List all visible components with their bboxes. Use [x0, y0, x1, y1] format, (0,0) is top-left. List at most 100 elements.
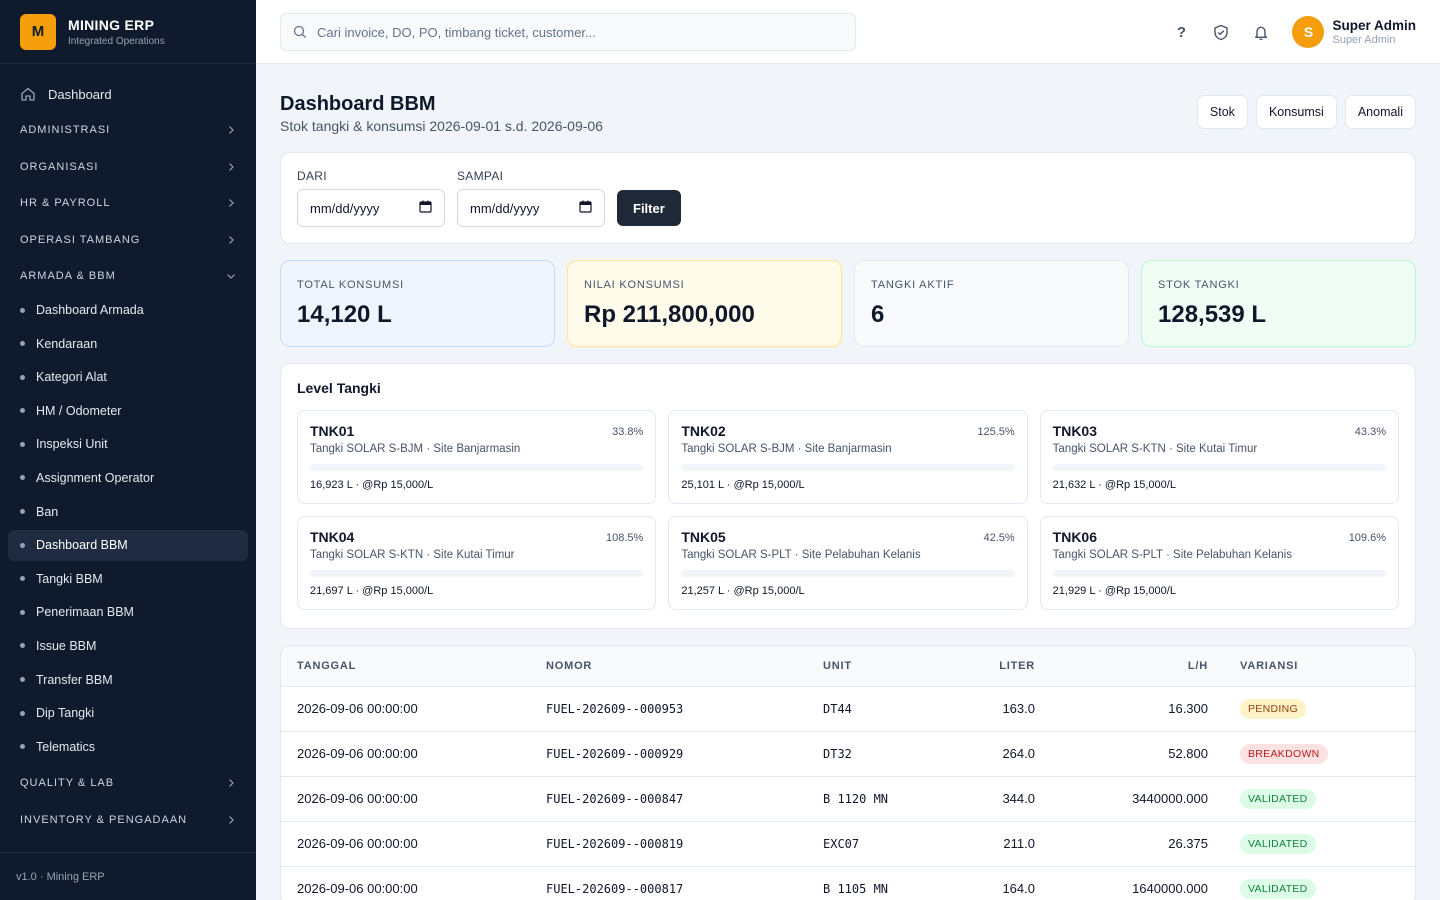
sidebar-item-dip-tangki[interactable]: Dip Tangki	[8, 698, 248, 729]
tank-level-bar	[310, 464, 644, 471]
shield-icon[interactable]	[1212, 23, 1230, 41]
sidebar-item-label: Kendaraan	[36, 336, 98, 351]
column-header-liter[interactable]: LITER	[947, 646, 1051, 687]
tank-level-bar	[1052, 570, 1386, 577]
sidebar-section-administrasi[interactable]: ADMINISTRASI	[0, 112, 256, 149]
tank-level-percent: 109.6%	[1348, 532, 1386, 544]
sidebar-section-hr-payroll[interactable]: HR & PAYROLL	[0, 185, 256, 222]
bell-icon[interactable]	[1252, 23, 1270, 41]
column-header-unit[interactable]: UNIT	[807, 646, 947, 687]
tank-code: TNK02	[681, 423, 726, 439]
sidebar-item-label: Telematics	[36, 739, 96, 754]
user-info[interactable]: Super Admin Super Admin	[1332, 18, 1416, 46]
bullet-icon	[20, 307, 25, 313]
table-row[interactable]: 2026-09-06 00:00:00 FUEL-202609--000817 B …	[281, 866, 1415, 900]
column-header-tanggal[interactable]: TANGGAL	[281, 646, 530, 687]
topbar: ? S Super Admin Super Admin	[256, 0, 1440, 64]
sidebar: M MINING ERP Integrated Operations Dashb…	[0, 0, 256, 900]
sidebar-section-label: ARMADA & BBM	[20, 270, 116, 283]
sidebar-section-label: HR & PAYROLL	[20, 197, 111, 210]
date-to-input[interactable]: mm/dd/yyyy	[457, 189, 605, 227]
avatar[interactable]: S	[1292, 16, 1325, 48]
anomali-button[interactable]: Anomali	[1344, 95, 1416, 129]
sidebar-nav: Dashboard ADMINISTRASI ORGANISASI HR & P…	[0, 64, 256, 838]
sidebar-item-kendaraan[interactable]: Kendaraan	[8, 328, 248, 359]
calendar-icon[interactable]	[419, 200, 432, 216]
cell-nomor: FUEL-202609--000819	[530, 821, 807, 867]
sidebar-subnav-armada: Dashboard Armada Kendaraan Kategori Alat HM…	[0, 295, 256, 763]
cell-lh: 16.300	[1051, 686, 1224, 732]
stat-label: STOK TANGKI	[1158, 279, 1240, 291]
sidebar-item-tangki-bbm[interactable]: Tangki BBM	[8, 563, 248, 594]
table-row[interactable]: 2026-09-06 00:00:00 FUEL-202609--000953 DT…	[281, 686, 1415, 732]
column-header-lh[interactable]: L/H	[1051, 646, 1224, 687]
cell-variansi: PENDING	[1224, 686, 1415, 732]
cell-lh: 3440000.000	[1051, 776, 1224, 822]
tank-card: TNK01 33.8% Tangki SOLAR S-BJM · Site Banj…	[297, 410, 657, 504]
cell-nomor: FUEL-202609--000817	[530, 866, 807, 900]
tank-level-percent: 33.8%	[612, 426, 644, 438]
sidebar-section-operasi-tambang[interactable]: OPERASI TAMBANG	[0, 222, 256, 259]
date-from-input[interactable]: mm/dd/yyyy	[297, 189, 445, 227]
date-to-label: SAMPAI	[457, 169, 504, 183]
status-badge: VALIDATED	[1240, 788, 1316, 809]
cell-liter: 344.0	[947, 776, 1051, 822]
bullet-icon	[20, 643, 25, 649]
sidebar-section-quality-lab[interactable]: QUALITY & LAB	[0, 765, 256, 802]
search-box[interactable]	[280, 13, 856, 51]
tank-level-percent: 42.5%	[983, 532, 1015, 544]
table-row[interactable]: 2026-09-06 00:00:00 FUEL-202609--000819 EX…	[281, 821, 1415, 867]
filter-panel: DARI mm/dd/yyyy SAMPAI mm/dd/yyyy Filter	[280, 152, 1416, 244]
sidebar-item-label: Kategori Alat	[36, 370, 107, 385]
header-actions: Stok Konsumsi Anomali	[1196, 95, 1416, 129]
sidebar-item-penerimaan-bbm[interactable]: Penerimaan BBM	[8, 597, 248, 628]
status-badge: BREAKDOWN	[1240, 743, 1328, 764]
column-header-nomor[interactable]: NOMOR	[530, 646, 807, 687]
stok-button[interactable]: Stok	[1196, 95, 1248, 129]
search-input[interactable]	[317, 24, 843, 40]
tank-description: Tangki SOLAR S-PLT · Site Pelabuhan Kela…	[681, 549, 921, 561]
sidebar-item-transfer-bbm[interactable]: Transfer BBM	[8, 664, 248, 695]
sidebar-item-dashboard-armada[interactable]: Dashboard Armada	[8, 295, 248, 326]
sidebar-item-assignment-operator[interactable]: Assignment Operator	[8, 462, 248, 493]
tank-description: Tangki SOLAR S-PLT · Site Pelabuhan Kela…	[1052, 549, 1292, 561]
filter-button[interactable]: Filter	[617, 190, 681, 226]
calendar-icon[interactable]	[579, 200, 592, 216]
sidebar-item-dashboard[interactable]: Dashboard	[0, 76, 256, 112]
table-row[interactable]: 2026-09-06 00:00:00 FUEL-202609--000929 DT…	[281, 731, 1415, 777]
brand-subtitle: Integrated Operations	[68, 35, 165, 47]
sidebar-item-issue-bbm[interactable]: Issue BBM	[8, 630, 248, 661]
cell-liter: 211.0	[947, 821, 1051, 867]
tank-card: TNK06 109.6% Tangki SOLAR S-PLT · Site Pel…	[1039, 516, 1399, 610]
cell-tanggal: 2026-09-06 00:00:00	[281, 821, 530, 867]
sidebar-section-armada-bbm[interactable]: ARMADA & BBM	[0, 258, 256, 295]
tank-description: Tangki SOLAR S-BJM · Site Banjarmasin	[681, 443, 892, 455]
bullet-icon	[20, 374, 25, 380]
sidebar-item-hm-odometer[interactable]: HM / Odometer	[8, 395, 248, 426]
cell-lh: 52.800	[1051, 731, 1224, 777]
sidebar-item-dashboard-bbm[interactable]: Dashboard BBM	[8, 529, 248, 561]
sidebar-item-telematics[interactable]: Telematics	[8, 731, 248, 762]
page-subtitle: Stok tangki & konsumsi 2026-09-01 s.d. 2…	[280, 118, 603, 134]
sidebar-item-label: HM / Odometer	[36, 403, 122, 418]
sidebar-section-label: ORGANISASI	[20, 160, 99, 173]
cell-tanggal: 2026-09-06 00:00:00	[281, 686, 530, 732]
chevron-down-icon	[226, 271, 236, 281]
topbar-actions: ? S Super Admin Super Admin	[1172, 0, 1416, 64]
table-row[interactable]: 2026-09-06 00:00:00 FUEL-202609--000847 B …	[281, 776, 1415, 822]
sidebar-item-inspeksi-unit[interactable]: Inspeksi Unit	[8, 429, 248, 460]
sidebar-section-organisasi[interactable]: ORGANISASI	[0, 149, 256, 186]
date-to-group: SAMPAI mm/dd/yyyy	[457, 169, 605, 227]
help-icon[interactable]: ?	[1176, 23, 1187, 41]
chevron-right-icon	[226, 815, 236, 825]
bullet-icon	[20, 744, 25, 750]
sidebar-item-ban[interactable]: Ban	[8, 496, 248, 527]
fuel-issue-table-panel: TANGGAL NOMOR UNIT LITER L/H VARIANSI 20…	[280, 645, 1416, 900]
sidebar-section-inventory-pengadaan[interactable]: INVENTORY & PENGADAAN	[0, 801, 256, 838]
sidebar-item-kategori-alat[interactable]: Kategori Alat	[8, 362, 248, 393]
bullet-icon	[20, 341, 25, 347]
bullet-icon	[20, 677, 25, 683]
konsumsi-button[interactable]: Konsumsi	[1255, 95, 1337, 129]
column-header-variansi[interactable]: VARIANSI	[1224, 646, 1415, 687]
cell-nomor: FUEL-202609--000847	[530, 776, 807, 822]
